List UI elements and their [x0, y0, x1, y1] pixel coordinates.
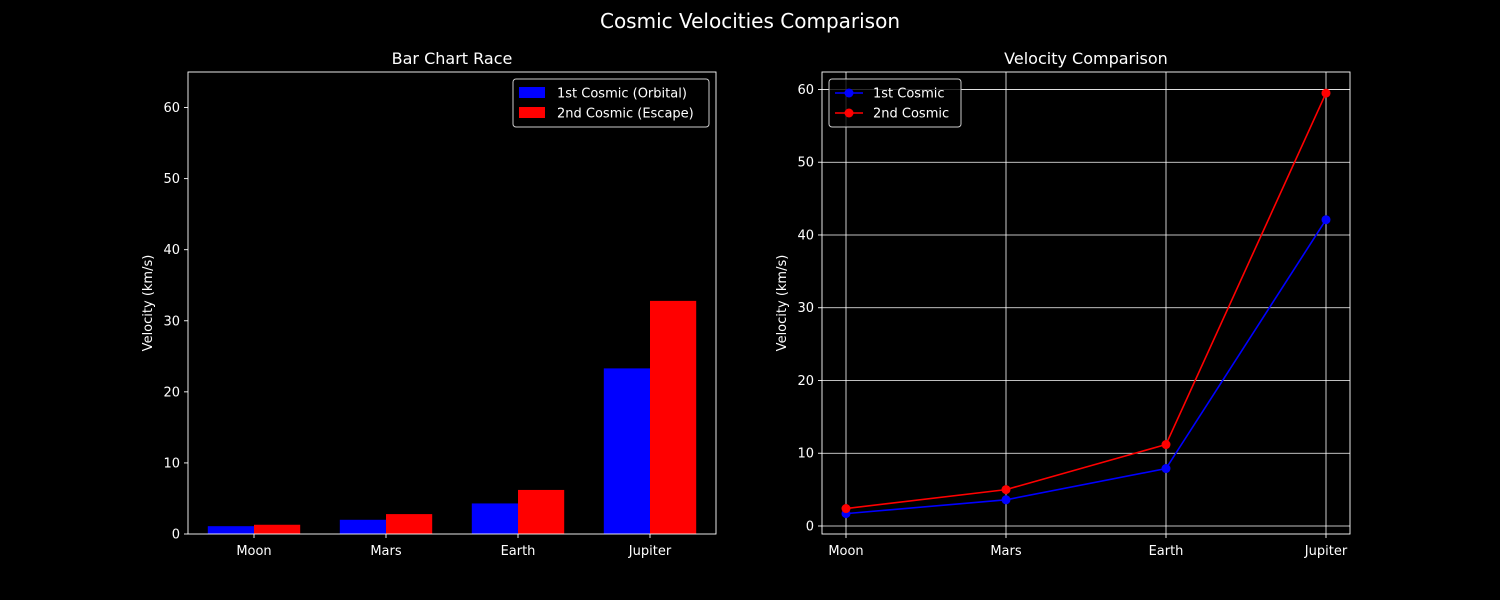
bar	[207, 526, 254, 534]
y-tick-label: 60	[163, 101, 180, 116]
x-tick-label: Moon	[828, 544, 863, 559]
data-point	[1001, 485, 1011, 495]
data-point	[1161, 464, 1171, 474]
legend-box	[512, 78, 710, 128]
x-tick-label: Mars	[370, 544, 402, 559]
bar	[386, 514, 433, 534]
figure-title: Cosmic Velocities Comparison	[600, 9, 900, 33]
bar	[518, 489, 565, 534]
legend: 1st Cosmic (Orbital) 2nd Cosmic (Escape)	[512, 78, 710, 128]
data-point	[1321, 88, 1331, 98]
y-tick-label: 0	[806, 519, 814, 534]
axes-frame	[187, 71, 717, 535]
y-tick-label: 40	[163, 243, 180, 258]
chart-title: Bar Chart Race	[392, 49, 513, 68]
y-tick-label: 30	[797, 301, 814, 316]
y-tick-label: 20	[163, 385, 180, 400]
chart-title: Velocity Comparison	[1004, 49, 1168, 68]
data-point	[1001, 495, 1011, 505]
bar	[471, 503, 518, 534]
y-tick-label: 10	[163, 456, 180, 471]
y-tick-label: 60	[797, 83, 814, 98]
bar	[339, 519, 386, 534]
data-point	[1321, 215, 1331, 225]
y-tick-label: 10	[797, 447, 814, 462]
data-point	[841, 504, 851, 514]
bar	[254, 524, 301, 534]
x-tick-label: Jupiter	[628, 544, 672, 559]
y-axis-label: Velocity (km/s)	[775, 255, 790, 352]
chart-panel-2: 0 10 20 30 40 50 60 Moon Mars Earth Jupiter Velocit…	[775, 49, 1351, 559]
legend-label: 1st Cosmic	[873, 87, 945, 102]
series-line	[845, 92, 1327, 510]
y-axis-label: Velocity (km/s)	[141, 255, 156, 352]
legend-marker	[844, 108, 854, 118]
data-point	[1161, 440, 1171, 450]
legend-label: 1st Cosmic (Orbital)	[557, 87, 687, 102]
y-tick-label: 50	[163, 172, 180, 187]
series-line	[845, 219, 1327, 515]
legend-marker	[844, 88, 854, 98]
bar	[650, 300, 697, 534]
y-tick-label: 20	[797, 374, 814, 389]
legend-label: 2nd Cosmic (Escape)	[557, 107, 694, 122]
legend-box	[828, 78, 962, 128]
legend-swatch	[519, 87, 545, 98]
x-tick-label: Jupiter	[1304, 544, 1348, 559]
y-tick-label: 0	[172, 528, 180, 543]
y-tick-label: 30	[163, 314, 180, 329]
x-tick-label: Earth	[501, 544, 536, 559]
x-tick-label: Mars	[990, 544, 1022, 559]
x-tick-label: Moon	[236, 544, 271, 559]
legend-swatch	[519, 107, 545, 118]
x-tick-label: Earth	[1149, 544, 1184, 559]
chart-panel-1: 0 10 20 30 40 50 60 Moon Mars Earth Jupiter Bar Cha…	[141, 49, 717, 559]
legend: 1st Cosmic 2nd Cosmic	[828, 78, 962, 128]
legend-label: 2nd Cosmic	[873, 107, 949, 122]
y-tick-label: 40	[797, 228, 814, 243]
axes-frame	[821, 71, 1351, 535]
bar	[603, 368, 650, 534]
y-tick-label: 50	[797, 156, 814, 171]
